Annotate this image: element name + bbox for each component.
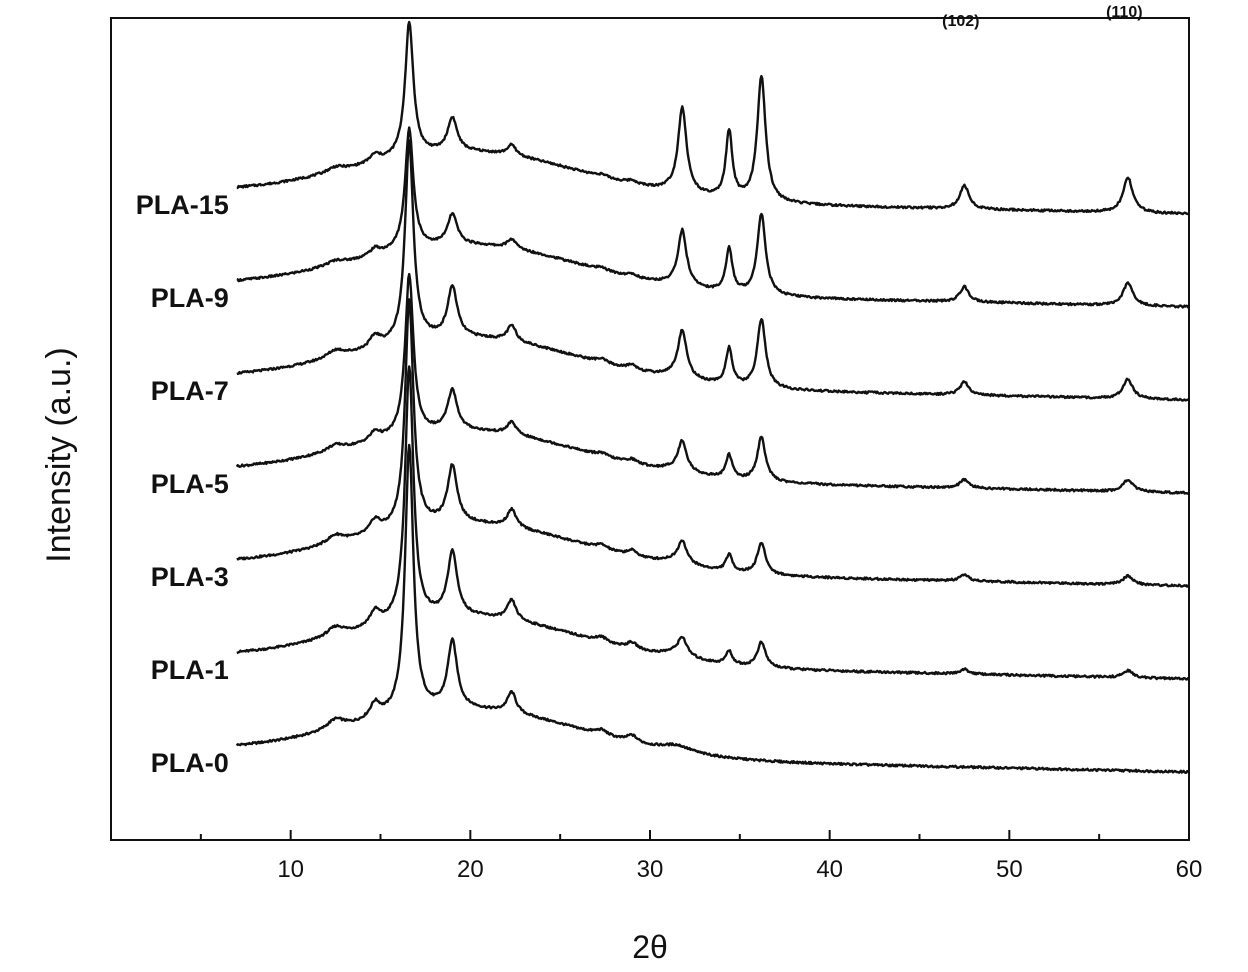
series-label-pla-15: PLA-15: [136, 190, 229, 220]
series-label-pla-3: PLA-3: [151, 562, 229, 592]
x-tick-label: 10: [277, 856, 304, 883]
x-tick-label: 40: [816, 856, 843, 883]
series-line-pla-1: [236, 365, 1191, 681]
x-tick-label: 60: [1176, 856, 1203, 883]
series-label-pla-0: PLA-0: [151, 748, 229, 778]
x-tick-group: 10 20 30 40 50 60: [199, 830, 1203, 883]
x-tick-label: 20: [457, 856, 484, 883]
series-line-pla-3: [236, 298, 1190, 588]
series-label-pla-7: PLA-7: [151, 376, 229, 406]
series-label-group: PLA-0 PLA-1 PLA-3 PLA-5 PLA-7 PLA-9 PLA-15: [136, 190, 229, 778]
series-label-pla-1: PLA-1: [151, 655, 229, 685]
series-line-pla-0: [235, 443, 1190, 774]
peak-annotation: (102): [942, 13, 979, 30]
series-line-pla-9: [236, 126, 1191, 309]
series-line-pla-15: [236, 20, 1190, 216]
series-label-pla-5: PLA-5: [151, 469, 229, 499]
series-line-pla-5: [235, 272, 1190, 495]
x-tick-label: 30: [637, 856, 664, 883]
series-line-pla-7: [236, 139, 1190, 402]
x-axis-label: 2θ: [632, 929, 668, 965]
x-tick-label: 50: [996, 856, 1023, 883]
peak-annotation: (110): [1106, 4, 1142, 21]
series-label-pla-9: PLA-9: [151, 283, 229, 313]
trace-group: [235, 20, 1191, 774]
y-axis-label: Intensity (a.u.): [40, 347, 78, 562]
plot-frame: [110, 17, 1190, 841]
annotation-group: (100)(002)(101)(102)(110): [942, 4, 1142, 30]
